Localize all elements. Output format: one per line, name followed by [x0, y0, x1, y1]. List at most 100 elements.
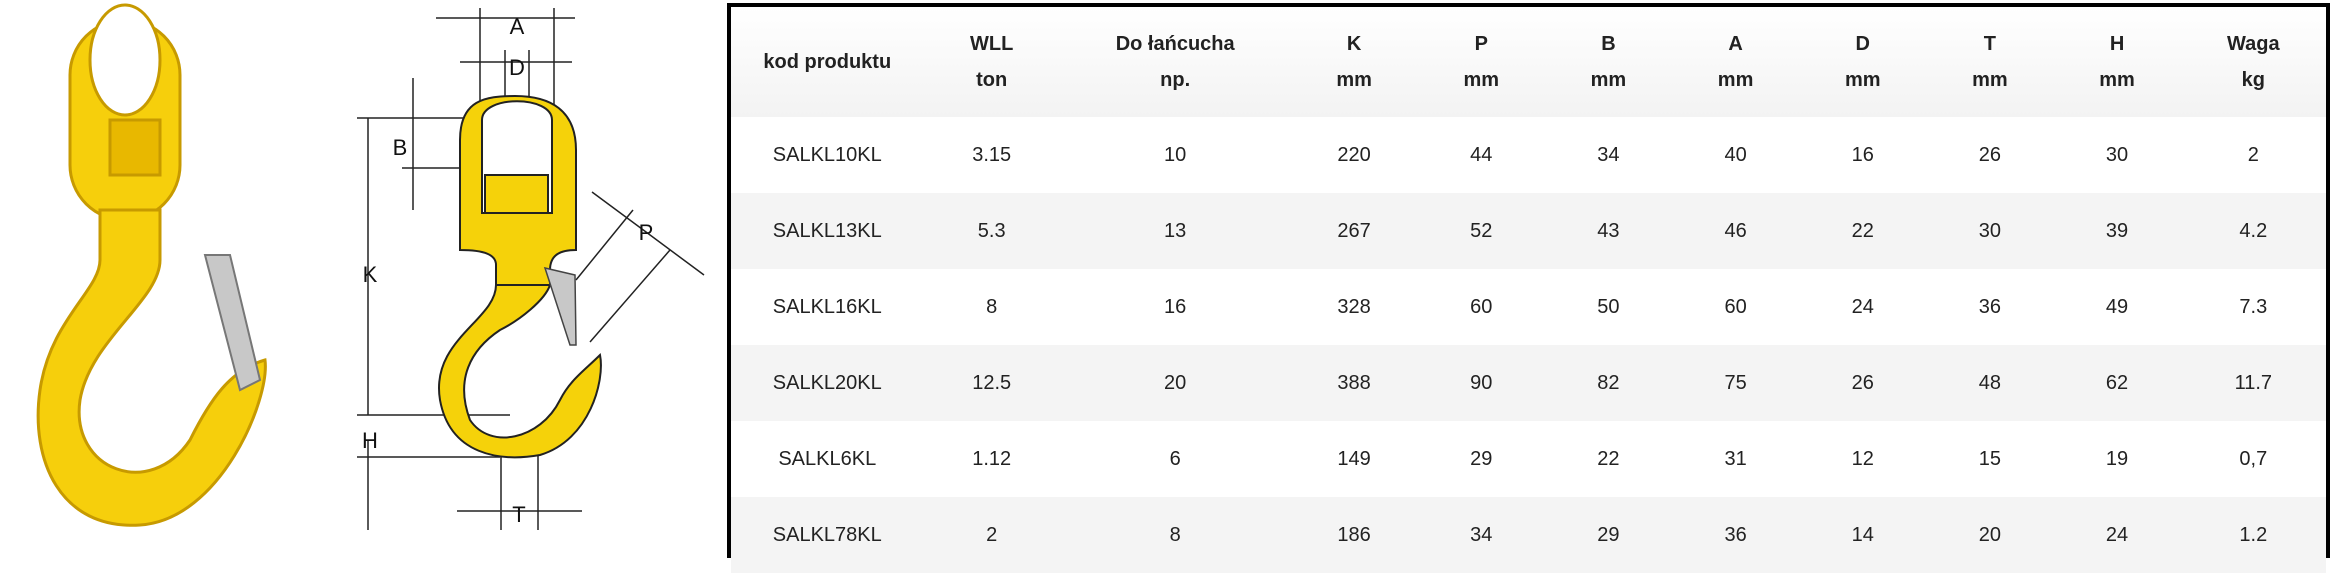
table-cell: 49	[2105, 295, 2129, 318]
table-cell: 328	[1337, 295, 1371, 318]
product-code-cell: SALKL6KL	[778, 447, 877, 470]
swivel-hook-photo	[36, 3, 267, 527]
column-header-name: H	[2109, 33, 2125, 55]
dimension-label-t: T	[512, 502, 525, 527]
table-cell: 48	[1926, 345, 2054, 421]
table-cell: 14	[1799, 497, 1927, 573]
product-code-cell: SALKL13KL	[731, 193, 924, 269]
table-cell: 20	[1926, 497, 2054, 573]
table-cell: 26	[1978, 143, 2002, 166]
column-header: Waga kg	[2180, 7, 2326, 117]
table-cell: 44	[1470, 143, 1493, 166]
column-header-name: D	[1855, 33, 1870, 55]
table-cell: 12.5	[923, 345, 1060, 421]
column-header-unit: mm	[1844, 69, 1881, 91]
table-cell: 388	[1290, 345, 1418, 421]
dimension-label-b: B	[393, 135, 408, 160]
column-header-name: P	[1474, 33, 1488, 55]
column-header-unit: mm	[2099, 69, 2135, 91]
table-cell: 11.7	[2180, 345, 2326, 421]
table-cell: 24	[2053, 497, 2181, 573]
table-cell: 7.3	[2239, 295, 2268, 318]
table-cell: 30	[2105, 143, 2129, 166]
column-header-name: B	[1601, 33, 1616, 55]
table-cell: 10	[1164, 143, 1187, 166]
table-cell: 36	[1672, 497, 1800, 573]
product-code-cell: SALKL16KL	[772, 295, 882, 318]
table-row: SALKL13KL 5.3 13 267 52 43 46 22 30 39 4.2	[731, 193, 2326, 269]
table-cell: 8	[986, 295, 998, 318]
product-code-cell: SALKL10KL	[772, 143, 882, 166]
table-cell: 30	[1926, 193, 2054, 269]
table-cell: 22	[1799, 193, 1927, 269]
table-cell: 12	[1851, 447, 1874, 470]
column-header-name: Do łańcucha	[1115, 33, 1235, 55]
table-cell: 60	[1470, 295, 1493, 318]
table-cell: 3.15	[972, 143, 1012, 166]
table-cell: 6	[1169, 447, 1181, 470]
hook-dimension-diagram: A D B K P H T	[357, 8, 705, 530]
table-cell: 1.2	[2180, 497, 2326, 573]
table-cell: 34	[1597, 143, 1620, 166]
column-header-name: kod produktu	[763, 51, 892, 73]
table-cell: 220	[1337, 143, 1371, 166]
table-cell: 82	[1544, 345, 1672, 421]
table-cell: 40	[1724, 143, 1747, 166]
table-cell: 0,7	[2239, 447, 2268, 470]
column-header-unit: np.	[1160, 69, 1191, 91]
table-cell: 36	[1978, 295, 2002, 318]
table-cell: 186	[1290, 497, 1418, 573]
column-header-unit: kg	[2241, 69, 2265, 91]
column-header-unit: ton	[976, 69, 1008, 91]
table-cell: 29	[1470, 447, 1493, 470]
table-row: SALKL6KL 1.12 6 149 29 22 31 12 15 19 0,7	[731, 421, 2326, 497]
column-header-name: Waga	[2227, 33, 2280, 55]
dimension-label-a: A	[510, 14, 525, 39]
table-cell: 24	[1851, 295, 1874, 318]
table-cell: 20	[1059, 345, 1291, 421]
table-cell: 34	[1417, 497, 1545, 573]
table-cell: 29	[1544, 497, 1672, 573]
table-cell: 16	[1851, 143, 1874, 166]
column-header: Do łańcucha np.	[1059, 7, 1291, 117]
column-header: WLL ton	[923, 7, 1060, 117]
column-header-unit: mm	[1336, 69, 1372, 91]
table-cell: 75	[1672, 345, 1800, 421]
column-header-unit: mm	[1972, 69, 2008, 91]
table-cell: 1.12	[972, 447, 1012, 470]
column-header-unit: mm	[1717, 69, 1754, 91]
table-row: SALKL78KL 2 8 186 34 29 36 14 20 24 1.2	[731, 497, 2326, 573]
table-cell: 5.3	[923, 193, 1060, 269]
table-cell: 149	[1337, 447, 1371, 470]
product-code-cell: SALKL78KL	[731, 497, 924, 573]
table-row: SALKL10KL 3.15 10 220 44 34 40 16 26 30 2	[731, 117, 2326, 193]
table-cell: 39	[2053, 193, 2181, 269]
table-cell: 90	[1417, 345, 1545, 421]
table-cell: 15	[1978, 447, 2002, 470]
dimension-label-k: K	[363, 262, 378, 287]
table-cell: 50	[1597, 295, 1620, 318]
table-cell: 2	[2247, 143, 2259, 166]
table-cell: 4.2	[2180, 193, 2326, 269]
table-cell: 60	[1724, 295, 1747, 318]
column-header-name: K	[1346, 33, 1362, 55]
table-cell: 26	[1799, 345, 1927, 421]
table-row: SALKL20KL 12.5 20 388 90 82 75 26 48 62 11.7	[731, 345, 2326, 421]
column-header-unit: mm	[1590, 69, 1627, 91]
dimension-label-h: H	[362, 428, 378, 453]
table-cell: 52	[1417, 193, 1545, 269]
product-code-cell: SALKL20KL	[731, 345, 924, 421]
column-header-unit: mm	[1463, 69, 1500, 91]
table-cell: 16	[1164, 295, 1187, 318]
table-row: SALKL16KL 8 16 328 60 50 60 24 36 49 7.3	[731, 269, 2326, 345]
table-cell: 43	[1544, 193, 1672, 269]
column-header-name: A	[1728, 33, 1743, 55]
